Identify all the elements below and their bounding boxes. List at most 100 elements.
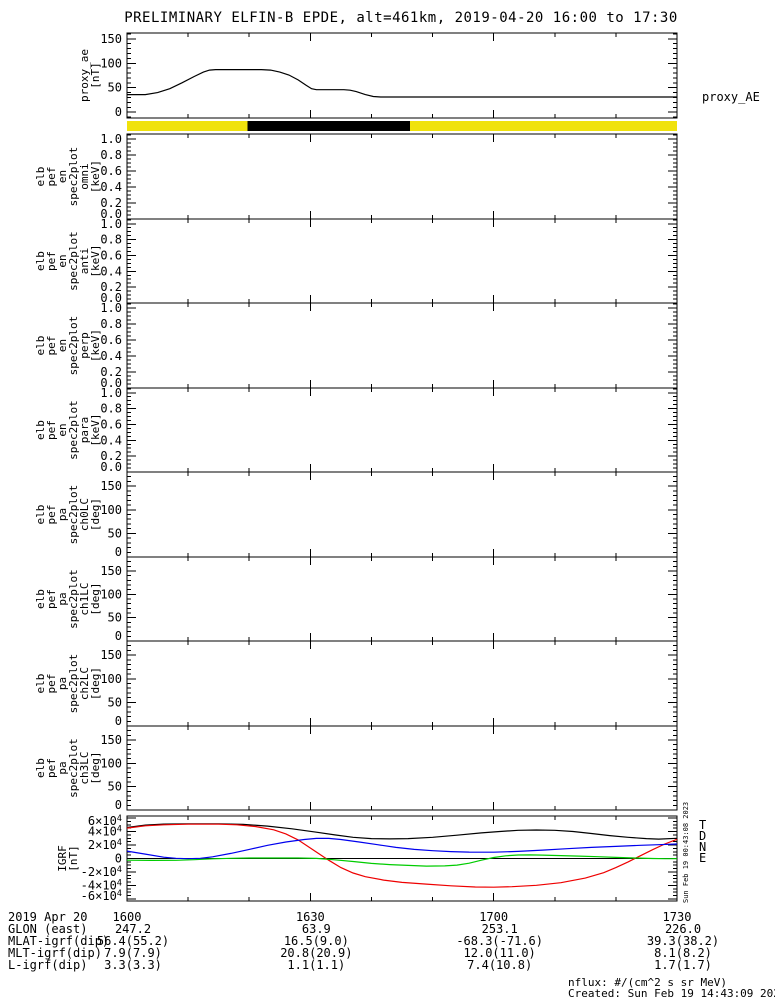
panel-ylabel-word: omni (78, 163, 91, 190)
y-tick-label: 150 (100, 479, 122, 493)
panel-ylabel-word: [deg] (89, 498, 102, 531)
legend-entry-N: N (699, 840, 706, 854)
bottom-row-value: 247.2 (115, 922, 151, 936)
panel-ylabel-word: anti (78, 248, 91, 275)
y-tick-label: 0.6 (100, 417, 122, 431)
bottom-row-label: MLT-igrf(dip) (8, 946, 102, 960)
y-tick-label: 6×104 (88, 814, 122, 828)
legend-entry-D: D (699, 829, 706, 843)
panel-en_spec_para: 0.00.2 0.4 0.60.8 1.0 elbpefenspec2plotpara[… (34, 386, 678, 474)
y-tick-label: 150 (100, 648, 122, 662)
bottom-row-value: 7.4(10.8) (467, 958, 532, 972)
bottom-rows: 2019 Apr 20 1600 1630 1700 1730 GLON (east) 24… (8, 910, 719, 972)
bottom-row-value: 1600 (113, 910, 142, 924)
panel-ylabel-word: pef (45, 336, 58, 356)
panel-ylabel-word: para (78, 417, 91, 444)
y-tick-label: 150 (100, 733, 122, 747)
bottom-row-value: 56.4(55.2) (97, 934, 169, 948)
y-tick-label: 0.8 (100, 317, 122, 331)
panel-ylabel-word: pa (56, 508, 69, 521)
y-tick-label: 0.6 (100, 333, 122, 347)
panel-ylabel-word: ch1LC (78, 582, 91, 615)
y-tick-label: -6×104 (81, 889, 122, 903)
panel-ylabel-word: elb (34, 674, 47, 694)
tspan: -6×10 (81, 889, 117, 903)
tspan: 2×10 (88, 838, 117, 852)
panel-ylabel-word: ch0LC (78, 498, 91, 531)
panel-frame (126, 471, 678, 558)
panel-ylabel-word: spec2plot (67, 738, 80, 798)
panel-ylabel-word: [keV] (89, 413, 102, 446)
panel-ylabel-word: en (56, 254, 69, 267)
panel-ylabel-word: spec2plot (67, 569, 80, 629)
band-segment (409, 121, 677, 131)
bottom-row-value: 1730 (663, 910, 692, 924)
panel-igrf: 6×1044×1042×1040-2×104-4×104-6×104IGRF[n… (56, 802, 706, 903)
panel-ylabel-word: pef (45, 589, 58, 609)
series-line-proxy_AE (127, 68, 677, 98)
y-tick-label: 0.8 (100, 148, 122, 162)
y-tick-label: 0 (115, 105, 122, 119)
series-line-T (126, 823, 678, 840)
series-line-E (126, 854, 677, 867)
y-tick-label: 0.0 (100, 291, 122, 305)
panel-ylabel-word: spec2plot (67, 400, 80, 460)
panel-ylabel-word: ch3LC (78, 751, 91, 784)
bottom-row-value: 3.3(3.3) (104, 958, 162, 972)
panel-ylabel-word: IGRF (56, 845, 69, 872)
legend-entry-T: T (699, 818, 706, 832)
vertical-date-stamp: Sun Feb 19 00:43:08 2023 (682, 802, 690, 903)
tspan: 4 (117, 878, 122, 888)
y-tick-label: 100 (100, 56, 122, 70)
y-tick-label: -2×104 (81, 865, 122, 879)
y-tick-label: 0.4 (100, 433, 122, 447)
y-tick-label: 1.0 (100, 386, 122, 400)
panel-ylabel-word: en (56, 339, 69, 352)
y-tick-label: 0.6 (100, 164, 122, 178)
panel-ylabel-word: spec2plot (67, 316, 80, 376)
bottom-row-label: MLAT-igrf(dip) (8, 934, 109, 948)
y-tick-label: 50 (108, 81, 122, 95)
panel-ylabel-word: pa (56, 592, 69, 605)
panel-ylabel-word: en (56, 170, 69, 183)
bottom-row-value: 39.3(38.2) (647, 934, 719, 948)
y-tick-label: 0.4 (100, 349, 122, 363)
panel-ylabel-word: perp (78, 332, 91, 359)
panel-proxy_ae: 0 50 100 150 proxy_ae[nT] proxy_AE (78, 32, 760, 119)
panel-ylabel-word: elb (34, 589, 47, 609)
panel-ylabel-word: pef (45, 505, 58, 525)
panel-ylabel-word: proxy_ae (78, 49, 91, 102)
panel-ylabel-word: pef (45, 251, 58, 271)
tspan: 4 (117, 838, 122, 848)
y-tick-label: 1.0 (100, 217, 122, 231)
y-tick-label: 100 (100, 672, 122, 686)
y-tick-label: 50 (108, 611, 122, 625)
y-tick-label: 0 (115, 852, 122, 866)
panel-ylabel-word: en (56, 423, 69, 436)
y-tick-label: 2×104 (88, 838, 122, 852)
bottom-row-label: L-igrf(dip) (8, 958, 87, 972)
panel-en_spec_anti: 0.00.2 0.4 0.60.8 1.0 elbpefenspec2plotanti[… (34, 217, 678, 305)
bottom-row-value: 1700 (479, 910, 508, 924)
legend-entry-E: E (699, 851, 706, 865)
panel-ylabel-word: pef (45, 674, 58, 694)
y-tick-label: 100 (100, 587, 122, 601)
panel-ylabel-word: [keV] (89, 329, 102, 362)
panel-frame (126, 556, 678, 642)
panel-ylabel-word: spec2plot (67, 485, 80, 545)
y-tick-label: 0.0 (100, 376, 122, 390)
bottom-row-value: 8.1(8.2) (654, 946, 712, 960)
y-tick-label: 0 (115, 798, 122, 812)
tspan: 6×10 (88, 814, 117, 828)
bottom-row-value: 253.1 (482, 922, 518, 936)
tspan: 4 (117, 889, 122, 899)
bottom-row-value: 1.7(1.7) (654, 958, 712, 972)
panel-ylabel-word: elb (34, 505, 47, 525)
tspan: -4×10 (81, 878, 117, 892)
bottom-row-value: 1630 (296, 910, 325, 924)
y-tick-label: 0.2 (100, 196, 122, 210)
series-right-label: proxy_AE (702, 90, 760, 104)
